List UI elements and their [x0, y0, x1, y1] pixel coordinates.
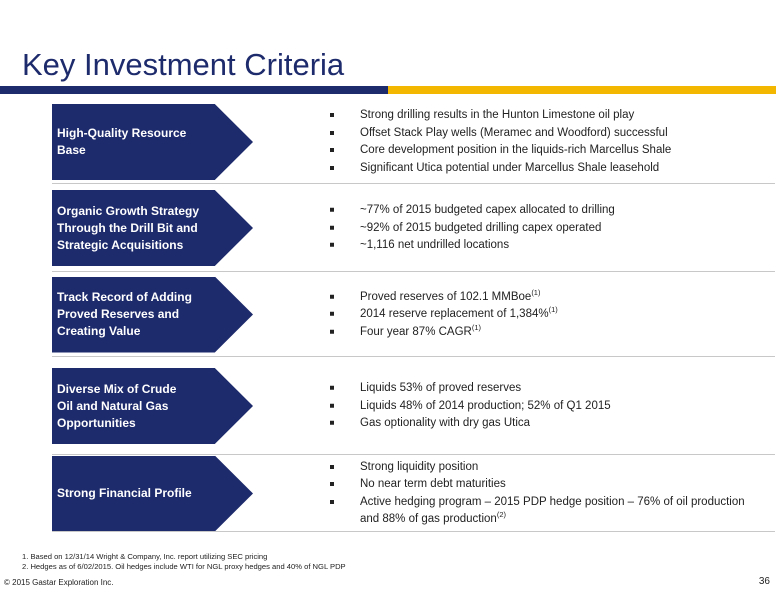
criteria-label: Strong Financial Profile: [57, 486, 192, 500]
criteria-label: Diverse Mix of Crude Oil and Natural Gas…: [57, 381, 177, 430]
chevron-label-box: Diverse Mix of Crude Oil and Natural Gas…: [52, 368, 253, 444]
bullet-list: Proved reserves of 102.1 MMBoe(1) 2014 r…: [330, 288, 750, 341]
chevron-label-box: Track Record of Adding Proved Reserves a…: [52, 276, 253, 353]
row-divider: [52, 454, 775, 455]
bullet-list: Strong liquidity position No near term d…: [330, 459, 750, 529]
bullet-item: Strong liquidity position: [330, 459, 750, 477]
criteria-row-1: High-Quality Resource Base Strong drilli…: [52, 100, 775, 184]
bullet-item: Strong drilling results in the Hunton Li…: [330, 107, 750, 125]
bullet-item: Four year 87% CAGR(1): [330, 323, 750, 341]
footnote-1: 1. Based on 12/31/14 Wright & Company, I…: [22, 552, 268, 561]
criteria-row-2: Organic Growth Strategy Through the Dril…: [52, 184, 775, 272]
row-divider: [52, 531, 775, 532]
bullet-item: ~1,116 net undrilled locations: [330, 237, 750, 255]
bullet-item: Significant Utica potential under Marcel…: [330, 160, 750, 178]
bullet-item: Offset Stack Play wells (Meramec and Woo…: [330, 125, 750, 143]
row-divider: [52, 271, 775, 272]
chevron-label-box: High-Quality Resource Base: [52, 104, 253, 180]
bullet-item: Core development position in the liquids…: [330, 142, 750, 160]
bullet-list: Strong drilling results in the Hunton Li…: [330, 107, 750, 177]
title-underline-navy: [0, 86, 388, 94]
page-number: 36: [758, 576, 770, 587]
bullet-item: Liquids 53% of proved reserves: [330, 380, 750, 398]
criteria-row-4: Diverse Mix of Crude Oil and Natural Gas…: [52, 357, 775, 455]
row-divider: [52, 183, 775, 184]
chevron-label-box: Organic Growth Strategy Through the Dril…: [52, 190, 253, 266]
page-title: Key Investment Criteria: [22, 47, 345, 82]
title-underline-gold: [388, 86, 776, 94]
criteria-label: Organic Growth Strategy Through the Dril…: [57, 203, 200, 252]
criteria-row-5: Strong Financial Profile Strong liquidit…: [52, 455, 775, 532]
bullet-item: ~77% of 2015 budgeted capex allocated to…: [330, 202, 750, 220]
bullet-item: Liquids 48% of 2014 production; 52% of Q…: [330, 397, 750, 415]
bullet-item: No near term debt maturities: [330, 476, 750, 494]
bullet-item: Active hedging program – 2015 PDP hedge …: [330, 494, 750, 529]
criteria-row-3: Track Record of Adding Proved Reserves a…: [52, 272, 775, 357]
bullet-item: Proved reserves of 102.1 MMBoe(1): [330, 288, 750, 306]
bullet-item: 2014 reserve replacement of 1,384%(1): [330, 306, 750, 324]
footnote-2: 2. Hedges as of 6/02/2015. Oil hedges in…: [22, 562, 346, 571]
chevron-label-box: Strong Financial Profile: [52, 455, 253, 532]
bullet-list: Liquids 53% of proved reserves Liquids 4…: [330, 380, 750, 433]
bullet-item: Gas optionality with dry gas Utica: [330, 415, 750, 433]
bullet-list: ~77% of 2015 budgeted capex allocated to…: [330, 202, 750, 255]
criteria-label: Track Record of Adding Proved Reserves a…: [57, 290, 192, 338]
criteria-label: High-Quality Resource Base: [57, 126, 187, 157]
footnotes: 1. Based on 12/31/14 Wright & Company, I…: [22, 552, 346, 572]
row-divider: [52, 356, 775, 357]
copyright-notice: © 2015 Gastar Exploration Inc.: [4, 578, 114, 587]
bullet-item: ~92% of 2015 budgeted drilling capex ope…: [330, 219, 750, 237]
